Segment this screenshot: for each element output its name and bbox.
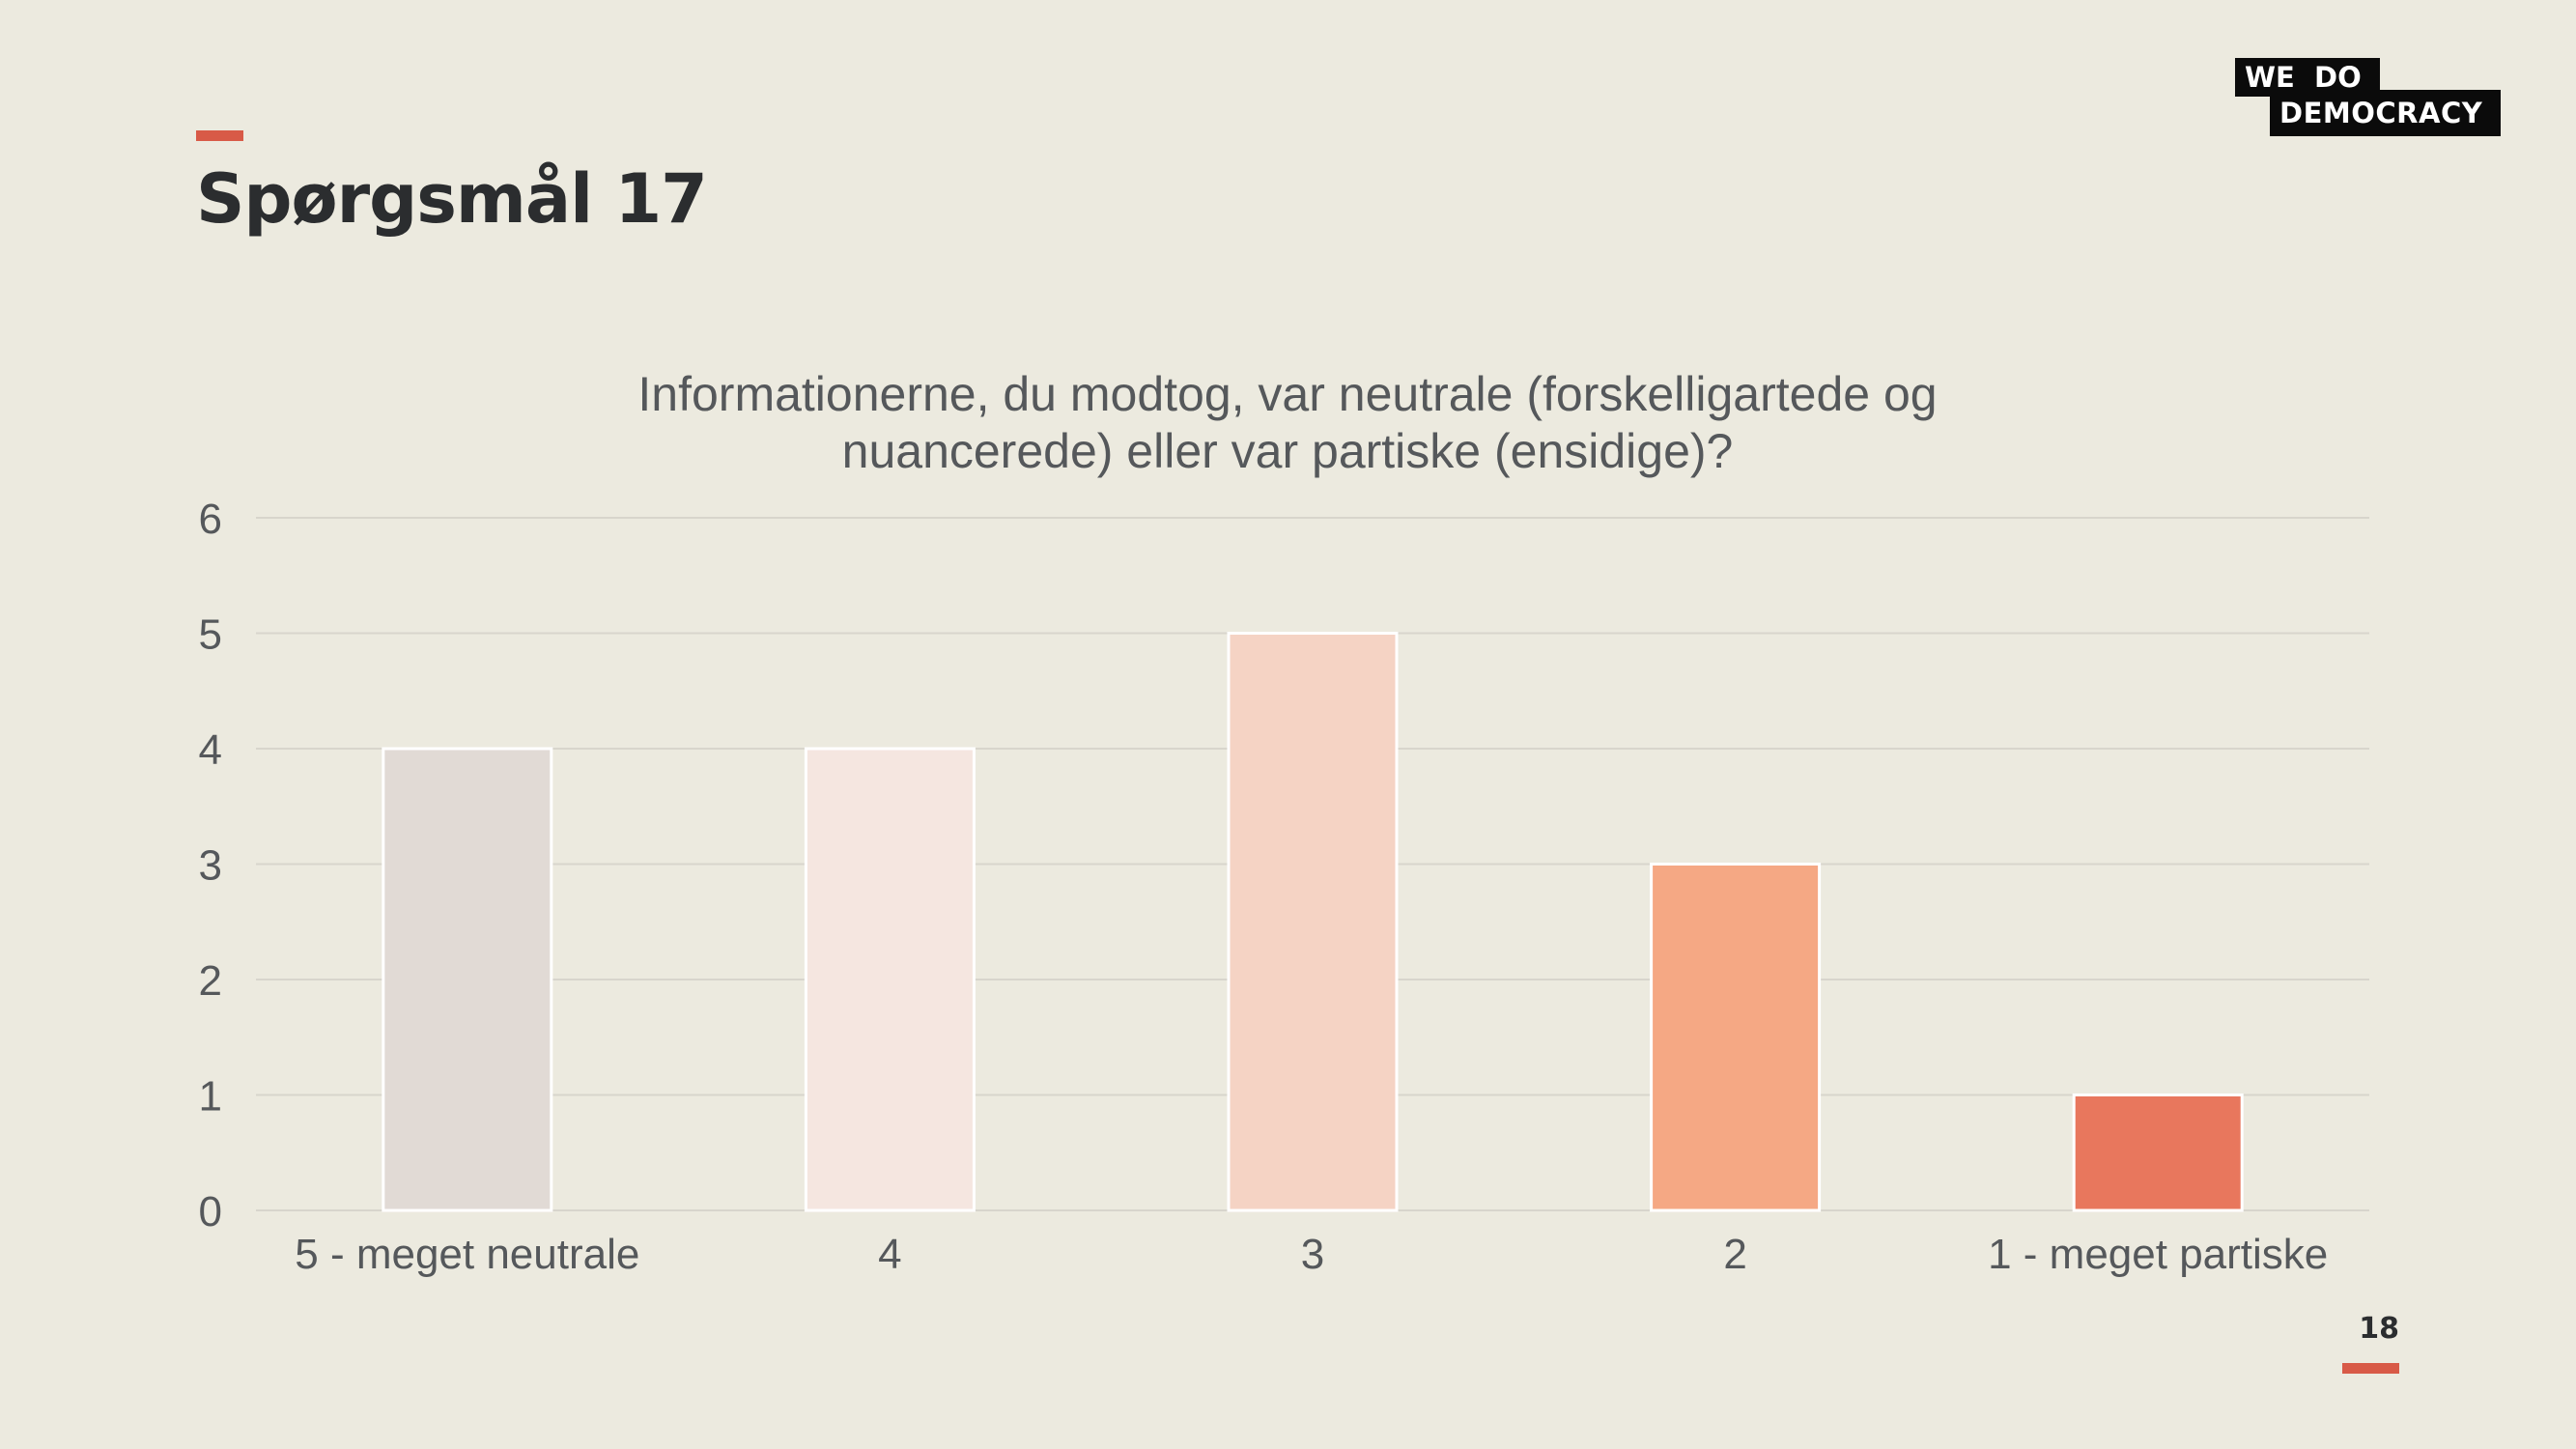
y-tick-label: 2 xyxy=(199,957,222,1005)
y-tick-label: 6 xyxy=(199,496,222,543)
page-accent-bar xyxy=(2342,1363,2399,1374)
y-tick-label: 3 xyxy=(199,842,222,890)
y-tick-label: 0 xyxy=(199,1188,222,1236)
title-accent-bar xyxy=(196,130,243,141)
y-tick-label: 5 xyxy=(199,611,222,659)
bar-5 xyxy=(2072,1094,2244,1212)
bar-4 xyxy=(1650,863,1822,1212)
chart-title-line-1: Informationerne, du modtog, var neutrale… xyxy=(637,367,1937,421)
we-do-democracy-logo: WE DO DEMOCRACY xyxy=(2235,58,2501,137)
x-category-label: 4 xyxy=(878,1231,901,1278)
bar-1 xyxy=(382,747,553,1212)
bar-3 xyxy=(1227,632,1399,1212)
x-category-label: 3 xyxy=(1301,1231,1324,1278)
x-category-label: 1 - meget partiske xyxy=(1988,1231,2328,1278)
x-category-label: 5 - meget neutrale xyxy=(295,1231,639,1278)
y-tick-label: 4 xyxy=(199,726,222,774)
page-number: 18 xyxy=(2359,1312,2399,1346)
logo-line-2: DEMOCRACY xyxy=(2270,90,2501,136)
chart-title-line-2: nuancerede) eller var partiske (ensidige… xyxy=(842,424,1734,478)
slide-title: Spørgsmål 17 xyxy=(196,159,708,239)
x-category-label: 2 xyxy=(1723,1231,1746,1278)
bar-2 xyxy=(804,747,976,1212)
y-tick-label: 1 xyxy=(199,1073,222,1121)
